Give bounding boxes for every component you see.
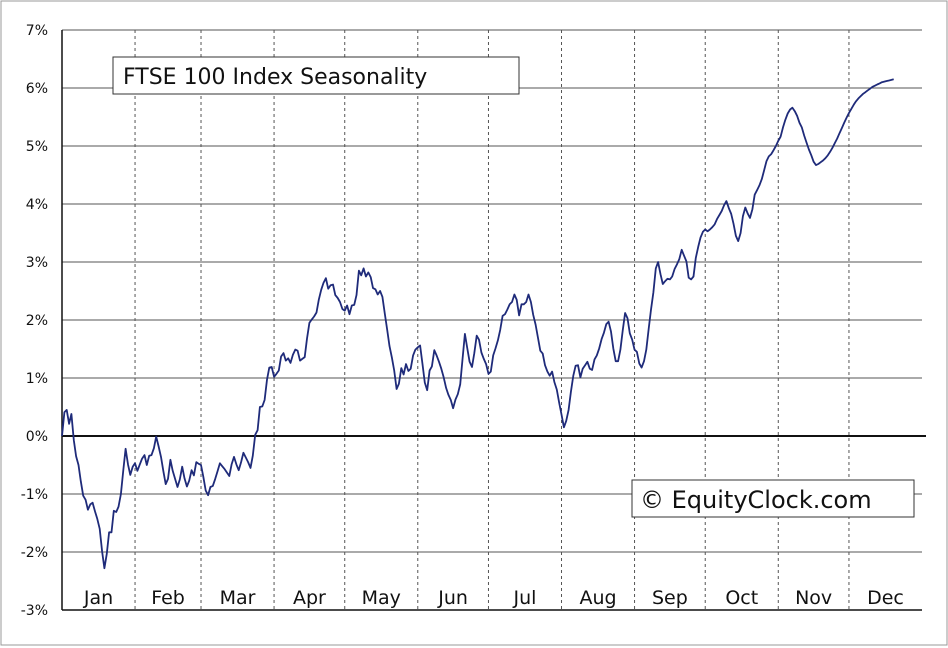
seasonality-line bbox=[61, 78, 894, 570]
y-tick-label: 2% bbox=[26, 313, 48, 329]
x-tick-label: Oct bbox=[725, 587, 758, 609]
x-tick-label: Dec bbox=[867, 587, 904, 609]
x-tick-label: Nov bbox=[795, 587, 832, 609]
watermark-label: © EquityClock.com bbox=[640, 486, 872, 514]
series-layer bbox=[61, 78, 894, 570]
watermark-box: © EquityClock.com bbox=[631, 479, 915, 518]
x-tick-label: Sep bbox=[652, 587, 688, 609]
y-tick-label: 1% bbox=[26, 371, 48, 387]
watermark-box-border bbox=[631, 479, 915, 518]
x-tick-label: Mar bbox=[220, 587, 256, 609]
y-tick-label: 7% bbox=[26, 23, 48, 39]
x-tick-label: Apr bbox=[293, 587, 326, 609]
y-tick-label: 4% bbox=[26, 197, 48, 213]
y-tick-label: -2% bbox=[21, 545, 48, 561]
x-tick-label: Jul bbox=[513, 587, 537, 609]
y-tick-label: 6% bbox=[26, 81, 48, 97]
axis-layer: -3% -2% -1% 0% 1% 2% 3% 4% 5% 6% 7% Jan Feb Mar Apr May… bbox=[21, 23, 926, 619]
chart-title: FTSE 100 Index Seasonality bbox=[123, 65, 427, 90]
y-tick-label: -3% bbox=[21, 603, 48, 619]
y-tick-label: 3% bbox=[26, 255, 48, 271]
x-tick-label: Jun bbox=[437, 587, 468, 609]
title-box: FTSE 100 Index Seasonality bbox=[112, 56, 520, 95]
y-tick-label: 0% bbox=[26, 429, 48, 445]
x-tick-label: May bbox=[362, 587, 401, 609]
x-tick-label: Jan bbox=[83, 587, 113, 609]
y-tick-label: -1% bbox=[21, 487, 48, 503]
x-tick-label: Feb bbox=[151, 587, 185, 609]
title-box-border bbox=[112, 56, 520, 95]
y-tick-label: 5% bbox=[26, 139, 48, 155]
x-tick-label: Aug bbox=[579, 587, 616, 609]
grid-layer bbox=[62, 29, 922, 611]
